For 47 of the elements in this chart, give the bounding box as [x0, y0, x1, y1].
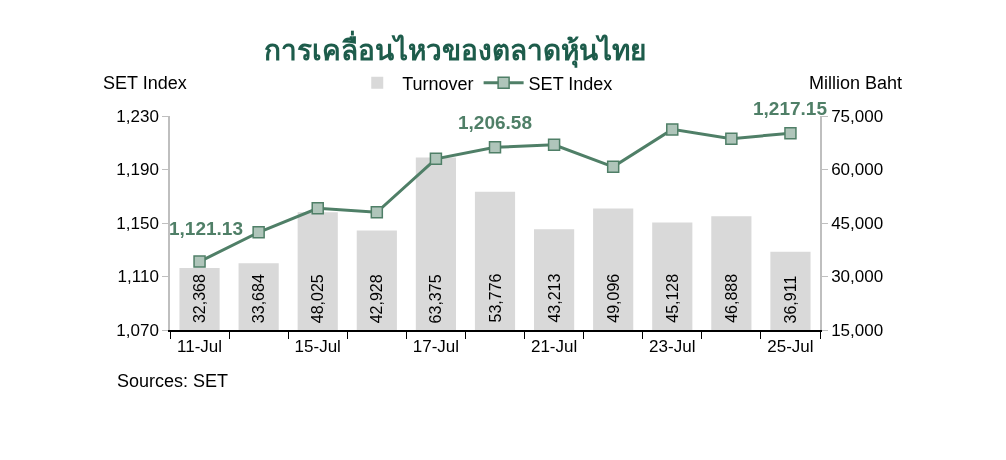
- y-tick-label: 1,190: [116, 160, 159, 180]
- data-label: 46,888: [722, 273, 740, 323]
- y-axis-title: SET Index: [103, 73, 187, 93]
- y2-axis-title: Million Baht: [809, 73, 903, 93]
- y2-tick-label: 75,000: [831, 106, 884, 126]
- data-label: 49,096: [604, 273, 622, 323]
- data-label: 45,128: [663, 273, 681, 323]
- y2-tick-label: 30,000: [831, 267, 884, 287]
- data-label: 63,375: [427, 274, 445, 324]
- y2-tick-label: 60,000: [831, 160, 884, 180]
- point: [547, 138, 561, 152]
- data-label: 53,776: [486, 273, 504, 323]
- source-note: Sources: SET: [117, 371, 229, 391]
- legend-label: Turnover: [402, 73, 474, 94]
- point: [311, 202, 324, 215]
- x-tick-label: 11-Jul: [177, 337, 223, 357]
- x-tick-label: 21-Jul: [530, 337, 578, 357]
- y-tick-label: 1,070: [116, 320, 159, 340]
- point: [252, 226, 265, 239]
- x-tick-label: 17-Jul: [412, 337, 460, 357]
- x-tick-label: 25-Jul: [767, 337, 814, 357]
- data-label: 43,213: [545, 273, 563, 323]
- point: [666, 123, 679, 136]
- data-label: 48,025: [309, 274, 327, 324]
- point: [193, 255, 206, 268]
- y-tick-label: 1,230: [116, 106, 159, 126]
- point: [488, 141, 502, 154]
- y-tick-label: 1,110: [117, 267, 159, 287]
- data-label: 1,217.15: [753, 98, 828, 119]
- y2-tick-label: 45,000: [831, 213, 884, 233]
- data-label: 1,121.13: [169, 218, 243, 239]
- y2-tick-label: 15,000: [831, 320, 884, 340]
- data-label: 36,911: [782, 275, 800, 324]
- point: [370, 206, 384, 219]
- point: [429, 152, 443, 166]
- data-label: 33,684: [250, 274, 268, 324]
- y-tick-label: 1,150: [116, 213, 159, 233]
- legend-label: SET Index: [528, 73, 613, 94]
- x-tick-label: 15-Jul: [294, 337, 341, 357]
- point: [725, 132, 738, 145]
- x-tick-label: 23-Jul: [649, 337, 696, 357]
- data-label: 32,368: [191, 274, 209, 324]
- point: [606, 160, 620, 174]
- data-label: 1,206.58: [458, 112, 532, 133]
- point: [784, 126, 797, 140]
- data-label: 42,928: [368, 274, 386, 324]
- chart-title: การเคลื่อนไหวของตลาดหุ้นไทย: [263, 29, 646, 68]
